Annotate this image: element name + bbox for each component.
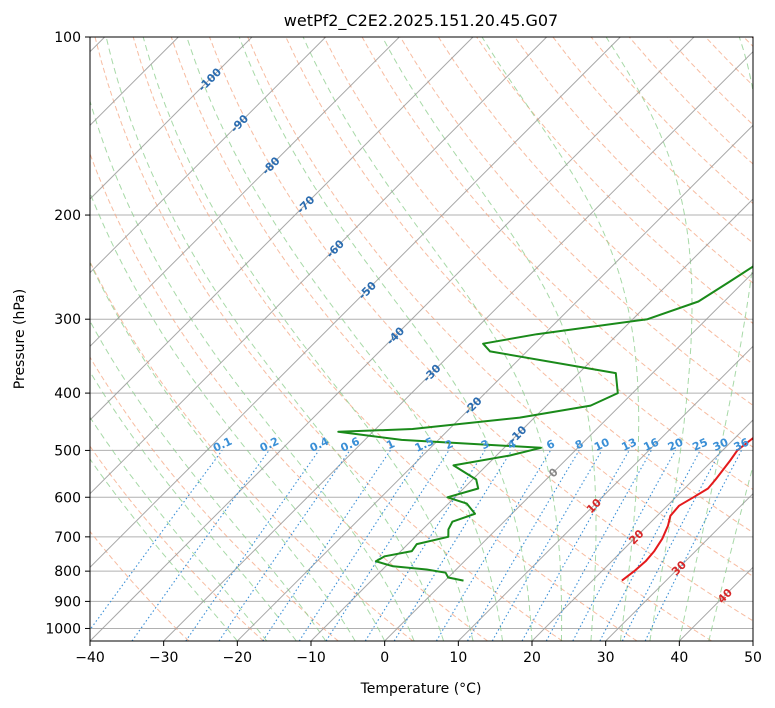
isotherm xyxy=(384,271,753,641)
x-axis-label: Temperature (°C) xyxy=(360,681,482,697)
moist-adiabat xyxy=(678,37,753,641)
isotherm xyxy=(90,37,327,274)
y-axis: 100 200 300 400 500 600 700 800 900 1000 xyxy=(45,30,90,637)
x-tick-label: 20 xyxy=(523,650,541,666)
moist-adiabat xyxy=(238,37,533,641)
mixing-ratio-label: 10 xyxy=(592,435,612,453)
moist-adiabat xyxy=(90,416,268,641)
x-tick-label: −10 xyxy=(296,650,326,666)
dry-adiabat xyxy=(437,37,753,365)
background-lines xyxy=(90,37,753,641)
y-tick-label: 800 xyxy=(54,564,81,580)
mixing-ratio-line xyxy=(185,450,320,641)
mixing-ratio-label: 25 xyxy=(690,436,709,454)
dry-adiabat xyxy=(323,37,753,491)
moist-adiabat xyxy=(302,37,563,641)
plot-frame xyxy=(89,36,754,642)
isotherm xyxy=(457,345,753,641)
y-axis-label: Pressure (hPa) xyxy=(12,289,28,389)
moist-adiabat xyxy=(481,37,640,641)
y-tick-label: 100 xyxy=(54,30,81,46)
mixing-ratio-label: 30 xyxy=(711,435,731,453)
y-tick-label: 300 xyxy=(54,312,81,328)
moist-adiabat xyxy=(605,37,693,641)
dry-adiabat xyxy=(514,37,753,284)
x-tick-label: 0 xyxy=(380,650,389,666)
isotherm xyxy=(310,198,753,641)
mixing-ratio-label: 36 xyxy=(732,435,752,453)
dewpoint-profile-line xyxy=(337,265,753,582)
dry-adiabat xyxy=(94,37,563,641)
mixing-ratio-line xyxy=(572,450,676,641)
x-tick-label: 50 xyxy=(744,650,762,666)
dry-adiabat xyxy=(399,37,753,407)
x-tick-label: 30 xyxy=(597,650,615,666)
y-tick-label: 400 xyxy=(54,386,81,402)
isotherm xyxy=(90,37,400,348)
mixing-ratio-line xyxy=(131,450,270,641)
mixing-ratio-line xyxy=(262,450,391,641)
dry-adiabat xyxy=(132,37,638,641)
mixing-ratio-line xyxy=(393,450,513,641)
x-tick-label: 10 xyxy=(449,650,467,666)
moist-adiabat xyxy=(90,191,386,641)
moist-adiabat xyxy=(90,320,327,641)
dry-adiabat xyxy=(90,356,339,641)
y-tick-label: 600 xyxy=(54,490,81,506)
dry-adiabat xyxy=(90,445,264,641)
isotherm xyxy=(90,37,621,569)
profile-lines xyxy=(337,37,753,582)
chart-title: wetPf2_C2E2.2025.151.20.45.G07 xyxy=(284,11,558,31)
mixing-ratio-label: 20 xyxy=(666,435,686,453)
dry-adiabat xyxy=(247,37,753,577)
moist-adiabat xyxy=(381,37,597,641)
isotherm xyxy=(236,124,753,641)
x-tick-label: −20 xyxy=(223,650,253,666)
moist-adiabat xyxy=(142,37,474,641)
mixing-ratio-line xyxy=(521,450,630,641)
y-tick-label: 900 xyxy=(54,594,81,610)
x-tick-label: −30 xyxy=(149,650,179,666)
isotherm xyxy=(90,37,474,421)
y-tick-label: 200 xyxy=(54,208,81,224)
moist-adiabat xyxy=(90,261,356,641)
isotherm xyxy=(605,492,753,641)
mixing-ratio-line xyxy=(90,450,223,631)
moist-adiabat xyxy=(105,37,445,641)
y-tick-label: 700 xyxy=(54,530,81,546)
mixing-ratio-label: 16 xyxy=(642,435,662,453)
mixing-ratio-label: 13 xyxy=(620,436,639,454)
dry-adiabat xyxy=(90,152,488,641)
mixing-ratio-line xyxy=(545,450,652,641)
y-tick-label: 1000 xyxy=(45,621,81,637)
x-axis: −40 −30 −20 −10 0 10 20 30 40 50 xyxy=(75,641,762,666)
mixing-ratio-line xyxy=(325,450,450,641)
moist-adiabat xyxy=(90,370,297,641)
moist-adiabat xyxy=(90,458,238,641)
mixing-ratio-line xyxy=(298,450,425,641)
x-tick-label: 40 xyxy=(670,650,688,666)
moist-adiabat xyxy=(708,463,753,641)
isotherm xyxy=(531,419,753,641)
y-tick-label: 500 xyxy=(54,443,81,459)
isotherm xyxy=(90,37,548,495)
dry-adiabat xyxy=(209,37,753,622)
dry-adiabat xyxy=(90,530,190,641)
mixing-ratio-line xyxy=(644,450,742,641)
isotherm xyxy=(90,37,695,641)
isotherm xyxy=(163,50,753,641)
isotherm xyxy=(90,37,253,200)
moist-adiabat xyxy=(186,37,503,641)
x-tick-label: −40 xyxy=(75,650,105,666)
mixing-ratio-line xyxy=(218,450,351,641)
dry-adiabat xyxy=(170,37,712,641)
temperature-profile-line xyxy=(621,37,753,582)
